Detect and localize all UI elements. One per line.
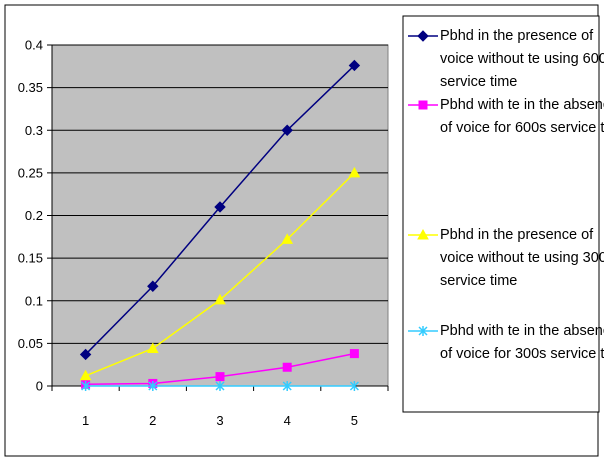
data-point-series-1	[348, 59, 361, 72]
x-tick-label: 2	[149, 413, 156, 428]
legend-entry-text: Pbhd in the presence of	[440, 28, 594, 44]
data-point-series-1	[79, 348, 92, 361]
y-tick-label: 0.1	[25, 293, 43, 308]
legend-entry-text: voice without te using 300s	[440, 250, 604, 266]
y-tick-label: 0.4	[25, 38, 43, 53]
legend-entry-text: Pbhd with te in the absence	[440, 97, 604, 113]
data-point-series-4	[282, 381, 292, 391]
data-point-series-4	[215, 381, 225, 391]
data-point-series-4	[349, 381, 359, 391]
data-point-series-1	[281, 124, 293, 136]
y-tick-label: 0.15	[18, 251, 43, 266]
x-tick-label: 1	[82, 413, 89, 428]
legend-entry-text: Pbhd in the presence of	[440, 227, 594, 243]
data-point-series-3	[348, 166, 361, 178]
data-point-series-2	[215, 372, 225, 382]
data-point-series-1	[147, 280, 159, 292]
data-point-series-3	[146, 342, 159, 353]
legend-marker	[418, 326, 428, 336]
data-point-series-3	[281, 233, 294, 244]
legend-marker	[418, 100, 428, 110]
legend-entry-text: service time	[440, 74, 517, 90]
legend-marker	[417, 30, 429, 42]
y-tick-label: 0.35	[18, 80, 43, 95]
legend-entry-text: service time	[440, 273, 517, 289]
data-point-series-1	[214, 201, 226, 213]
x-tick-label: 3	[216, 413, 223, 428]
plot-area: 0 0.05 0.1 0.15 0.2 0.25 0.3 0.35 0.4 1 2 3 4 5	[18, 38, 389, 428]
data-point-series-3	[79, 369, 92, 381]
legend-entry-text: Pbhd with te in the absence	[440, 323, 604, 339]
x-tick-label: 4	[284, 413, 291, 428]
data-point-series-4	[148, 381, 158, 391]
legend: Pbhd in the presence of voice without te …	[402, 15, 604, 413]
y-tick-label: 0.3	[25, 123, 43, 138]
y-tick-label: 0.25	[18, 165, 43, 180]
x-tick-label: 5	[351, 413, 358, 428]
y-tick-label: 0.05	[18, 336, 43, 351]
legend-marker	[417, 228, 429, 240]
legend-entry-text: of voice for 300s service time	[440, 346, 604, 362]
y-tick-label: 0	[36, 379, 43, 394]
data-point-series-3	[214, 293, 226, 305]
data-point-series-2	[349, 349, 359, 359]
legend-entry-text: of voice for 600s service time	[440, 120, 604, 136]
data-point-series-2	[282, 362, 292, 372]
legend-entry-text: voice without te using 600s	[440, 51, 604, 67]
y-tick-label: 0.2	[25, 208, 43, 223]
legend-box	[402, 15, 600, 413]
data-point-series-4	[81, 381, 91, 391]
